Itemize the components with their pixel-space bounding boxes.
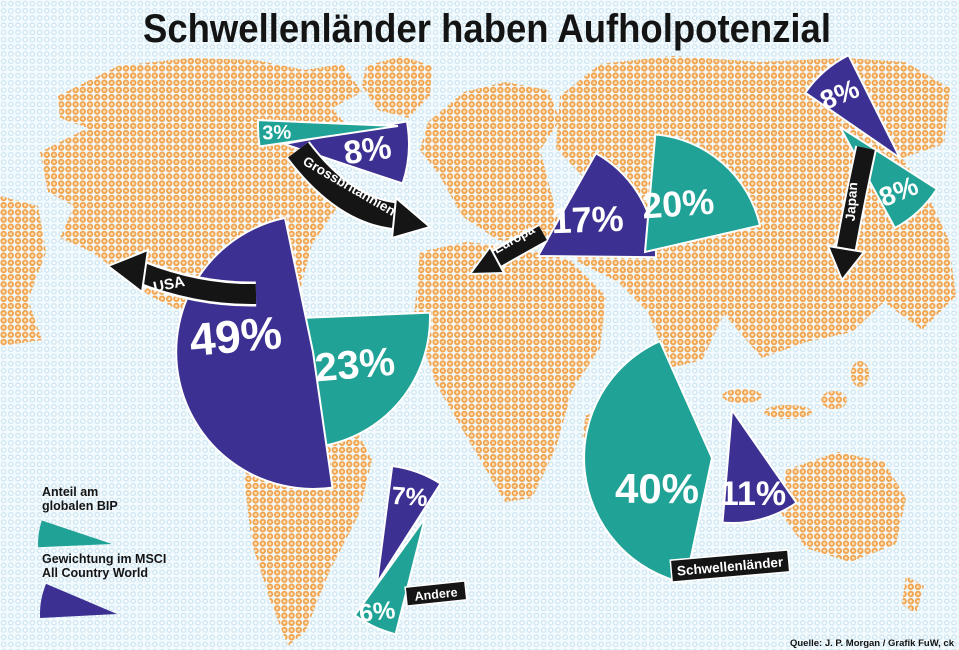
legend-msci-wedge — [39, 583, 117, 618]
legend-bip-line2: globalen BIP — [42, 499, 118, 513]
value-label-usa-bip: 23% — [313, 340, 397, 391]
usa-arrow: USA — [105, 248, 257, 307]
usa-arrow-label: USA — [152, 273, 187, 296]
wedge-schwellenl-nder-msci — [721, 407, 798, 524]
continent-europe — [420, 82, 560, 244]
wedge-andere-bip — [353, 517, 426, 636]
value-label-europa-msci: 17% — [551, 198, 624, 241]
wedge-andere-msci — [376, 464, 442, 584]
schwellenlaender-banner: Schwellenländer — [669, 549, 791, 583]
legend: Anteil am globalen BIP Gewichtung im MSC… — [38, 485, 166, 618]
legend-msci-line1: Gewichtung im MSCI — [42, 552, 166, 566]
continent-africa — [414, 242, 606, 502]
wedge-usa-bip — [298, 311, 431, 448]
value-label-andere-bip: 6% — [358, 596, 397, 628]
legend-bip-wedge-shape — [38, 520, 113, 548]
islands-indonesia-1 — [722, 389, 762, 403]
japan-arrow-label: Japan — [843, 182, 861, 222]
islands-indonesia-2 — [764, 405, 812, 419]
wedge-grossbritannien-bip — [256, 119, 399, 148]
region-pointers: USA Grossbritannien Europa Japan Schwell… — [105, 141, 877, 607]
value-label-schwellenl-nder-msci: 11% — [720, 475, 786, 513]
wedge-japan-msci — [803, 53, 901, 159]
source-credit: Quelle: J. P. Morgan / Grafik FuW, ck — [790, 638, 955, 649]
legend-bip-wedge — [38, 520, 113, 548]
value-label-schwellenl-nder-bip: 40% — [615, 465, 699, 512]
value-label-usa-msci: 49% — [187, 306, 283, 366]
andere-banner-label: Andere — [414, 585, 458, 603]
page-title: Schwellenländer haben Aufholpotenzial — [143, 7, 831, 51]
andere-banner: Andere — [404, 580, 468, 607]
islands-indonesia-3 — [821, 391, 847, 409]
value-label-grossbritannien-msci: 8% — [341, 128, 393, 171]
islands-philippines — [851, 361, 869, 387]
wedge-europa-bip — [643, 133, 762, 254]
value-label-grossbritannien-bip: 3% — [262, 121, 292, 144]
japan-arrow: Japan — [826, 145, 877, 282]
value-label-andere-msci: 7% — [391, 482, 429, 512]
wedge-value-labels: 23%49%8%3%17% 20%8%8%11%40%7%6% — [187, 73, 922, 627]
wedge-grossbritannien-msci — [283, 120, 410, 185]
legend-msci-wedge-shape — [39, 583, 117, 618]
island-new-zealand — [902, 576, 924, 614]
value-label-europa-bip: 20% — [641, 181, 716, 227]
legend-bip-line1: Anteil am — [42, 485, 98, 499]
wedge-schwellenl-nder-bip — [583, 339, 714, 585]
continent-australia — [780, 452, 906, 562]
legend-msci-line2: All Country World — [42, 566, 148, 580]
island-greenland — [362, 56, 432, 118]
continent-alaska-fragment — [0, 196, 46, 346]
